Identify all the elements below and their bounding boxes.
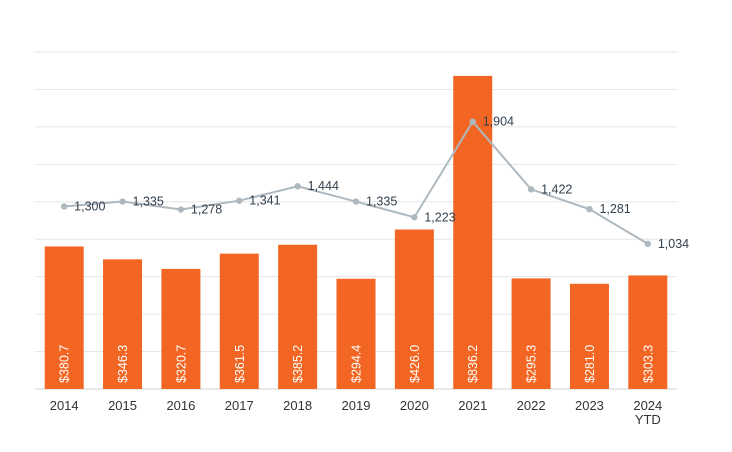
line-value-label: 1,904 — [483, 115, 514, 129]
bar-value-label: $320.7 — [174, 345, 188, 383]
bar — [219, 253, 259, 389]
x-tick-label: 2018 — [283, 398, 312, 413]
line-value-label: 1,341 — [249, 194, 280, 208]
bar-value-label: $303.3 — [641, 345, 655, 383]
line-value-label: 1,281 — [599, 202, 630, 216]
line-value-label: 1,300 — [74, 199, 105, 213]
line-value-label: 1,444 — [308, 179, 339, 193]
bar — [103, 259, 143, 389]
line-point — [60, 203, 68, 210]
line-point — [411, 214, 418, 221]
line-point — [352, 198, 360, 205]
bar-value-label: $426.0 — [408, 345, 422, 383]
bar-value-label: $295.3 — [525, 345, 539, 383]
x-axis-tick-labels: 2014 2015 2016 2017 2018 2019 2020 2021 2022 2023… — [50, 398, 663, 427]
line-point — [586, 205, 593, 213]
bar — [161, 268, 201, 389]
bar-value-label: $361.5 — [233, 345, 247, 383]
x-tick-label: 2023 — [575, 398, 604, 413]
bar — [569, 283, 609, 389]
bar — [394, 229, 434, 389]
x-tick-label: 2014 — [50, 398, 79, 413]
x-tick-label: 2022 — [517, 398, 546, 413]
line-value-label: 1,422 — [541, 182, 572, 196]
bar — [336, 278, 376, 389]
bar-series: $380.7 $346.3 $320.7 $361.5 $385.2 $294.4 $426… — [44, 75, 668, 389]
bar-value-label: $836.2 — [466, 345, 480, 383]
bar — [44, 246, 84, 389]
line-value-label: 1,278 — [191, 203, 222, 217]
x-tick-label: 2016 — [166, 398, 195, 413]
bar-value-label: $385.2 — [291, 345, 305, 383]
x-tick-label: 2015 — [108, 398, 137, 413]
bar — [453, 75, 493, 389]
x-tick-label: 2021 — [458, 398, 487, 413]
line-point — [644, 240, 652, 248]
bar — [628, 275, 668, 389]
line-point — [236, 197, 243, 204]
x-tick-label: 2020 — [400, 398, 429, 413]
line-value-label: 1,223 — [424, 210, 455, 224]
line-value-label: 1,335 — [366, 195, 397, 209]
bar-value-label: $380.7 — [58, 345, 72, 383]
bar — [511, 278, 551, 389]
bar — [278, 244, 318, 389]
line-point — [469, 118, 476, 125]
line-series: 1,300 1,335 1,278 1,341 1,444 1,335 1,223 1,904… — [60, 115, 689, 251]
line-point — [527, 186, 535, 193]
line-value-label: 1,335 — [133, 195, 164, 209]
x-tick-label: 2019 — [342, 398, 371, 413]
x-tick-label: 2017 — [225, 398, 254, 413]
bar-value-label: $346.3 — [116, 345, 130, 383]
line-point — [177, 206, 185, 213]
bar-value-label: $294.4 — [350, 345, 364, 383]
bar-value-label: $281.0 — [583, 345, 597, 383]
x-tick-label: 2024 YTD — [633, 398, 662, 427]
line-point — [119, 198, 126, 205]
line-value-label: 1,034 — [658, 237, 689, 251]
line-point — [294, 183, 301, 190]
